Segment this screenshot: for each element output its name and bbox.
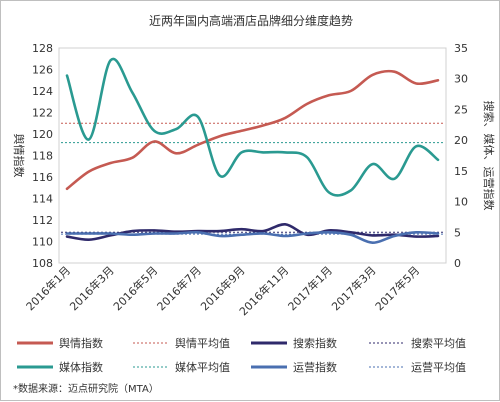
- series-line: [65, 222, 440, 242]
- x-tick-label: 2016年5月: [110, 263, 160, 313]
- chart-title: 近两年国内高端酒店品牌细分维度趋势: [149, 13, 353, 28]
- right-axis-title: 搜索、媒体、运营指数: [482, 101, 496, 211]
- right-tick-label: 0: [454, 257, 461, 270]
- x-tick-label: 2017年1月: [285, 263, 335, 313]
- left-tick-label: 126: [32, 64, 53, 77]
- x-tick-label: 2017年5月: [372, 263, 422, 313]
- legend-label: 运营平均值: [411, 360, 466, 374]
- source-note: *数据来源：迈点研究院（MTA）: [13, 382, 159, 395]
- series-line: [65, 57, 440, 197]
- right-tick-label: 20: [454, 134, 468, 147]
- left-axis-title: 舆情指数: [12, 134, 26, 178]
- left-tick-label: 114: [32, 193, 53, 206]
- left-tick-label: 108: [32, 257, 53, 270]
- series-line: [65, 69, 440, 191]
- series-line: [65, 230, 440, 245]
- legend-label: 搜索指数: [293, 336, 337, 350]
- legend-label: 媒体指数: [59, 360, 103, 374]
- x-tick-label: 2016年7月: [154, 263, 204, 313]
- left-tick-label: 116: [32, 171, 53, 184]
- left-tick-label: 124: [32, 85, 53, 98]
- right-tick-label: 25: [454, 103, 468, 116]
- legend-label: 媒体平均值: [175, 360, 230, 374]
- x-tick-label: 2016年1月: [23, 263, 73, 313]
- x-tick-label: 2016年3月: [67, 263, 117, 313]
- plot-area: 108 110 112 114 116 118 120 122 124 126 128 0 5 10 15 2…: [12, 42, 496, 318]
- legend-label: 搜索平均值: [411, 336, 466, 350]
- legend-label: 运营指数: [293, 360, 337, 374]
- right-tick-label: 15: [454, 165, 468, 178]
- x-tick-label: 2017年3月: [328, 263, 378, 313]
- right-tick-label: 30: [454, 73, 468, 86]
- right-tick-label: 5: [454, 226, 461, 239]
- right-tick-label: 10: [454, 196, 468, 209]
- left-tick-label: 128: [32, 42, 53, 55]
- left-tick-label: 112: [32, 214, 53, 227]
- left-tick-label: 118: [32, 150, 53, 163]
- right-tick-label: 35: [454, 42, 468, 55]
- left-tick-label: 120: [32, 128, 53, 141]
- left-tick-label: 122: [32, 107, 53, 120]
- legend-label: 舆情平均值: [175, 336, 230, 350]
- left-tick-label: 110: [32, 236, 53, 249]
- legend-label: 舆情指数: [59, 336, 103, 350]
- plot-border: [58, 47, 447, 264]
